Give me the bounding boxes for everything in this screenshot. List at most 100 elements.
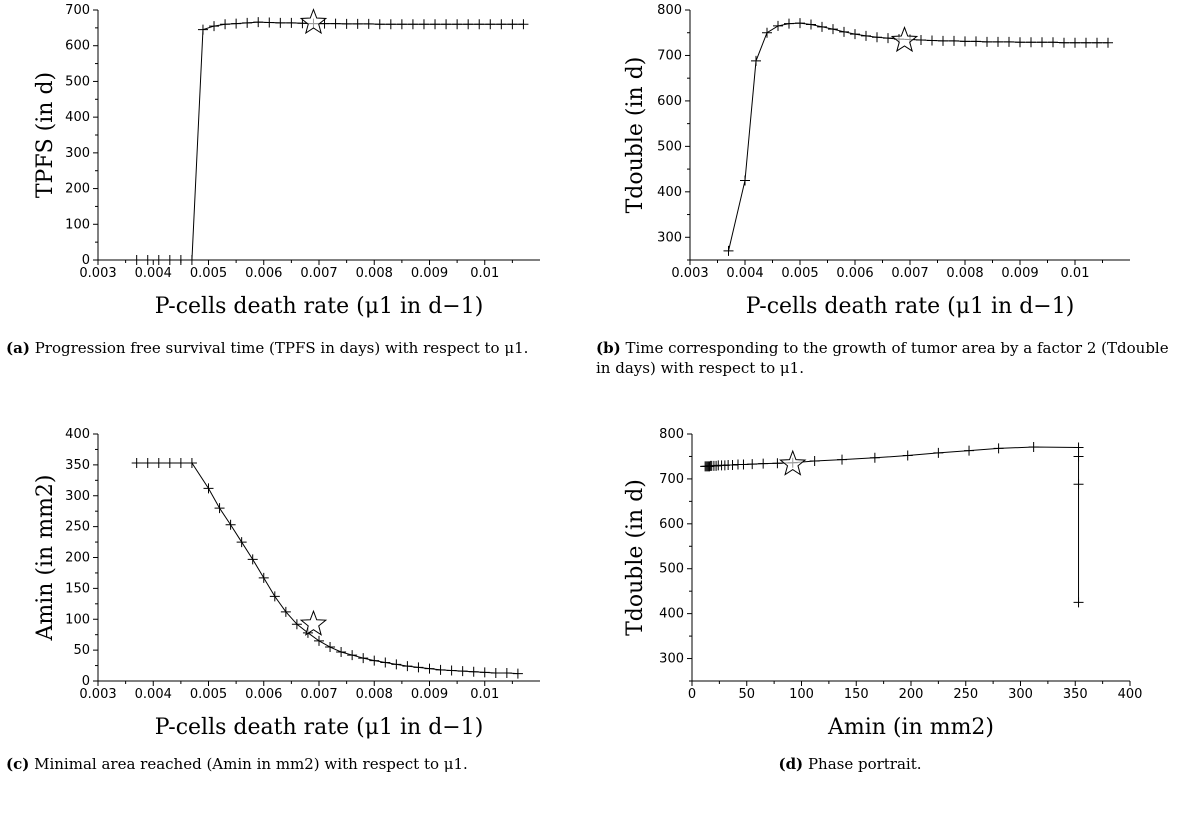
data-point-d <box>747 459 758 470</box>
data-point-a <box>275 17 286 28</box>
data-point-c <box>468 666 479 677</box>
y-tick-label-a: 600 <box>65 39 90 54</box>
data-point-c <box>247 554 258 565</box>
x-tick-label-b: 0.004 <box>726 266 763 281</box>
x-tick-label-c: 0.003 <box>79 687 116 702</box>
caption-c-tag: (c) <box>6 755 30 773</box>
data-point-c <box>380 657 391 668</box>
y-tick-label-a: 400 <box>65 110 90 125</box>
x-tick-label-c: 0.005 <box>190 687 227 702</box>
x-tick-label-d: 250 <box>953 687 978 702</box>
data-point-b <box>1026 37 1036 48</box>
panel-d: 0 50 100 150 200 250 300 350 400 300 400 500 600 700 8… <box>590 404 1179 813</box>
x-tick-label-b: 0.006 <box>836 266 873 281</box>
data-point-a <box>396 19 407 30</box>
x-axis-label-a: P-cells death rate (μ1 in d−1) <box>155 294 484 319</box>
y-tick-label-c: 250 <box>65 520 90 535</box>
data-point-d <box>1073 479 1084 490</box>
data-point-d <box>869 452 880 463</box>
data-point-b <box>806 19 816 30</box>
data-point-c <box>291 619 302 630</box>
chart-c: 0.003 0.004 0.005 0.006 0.007 0.008 0.009 0.01 0… <box>33 427 540 740</box>
data-point-a <box>352 18 363 29</box>
panel-b: 0.003 0.004 0.005 0.006 0.007 0.008 0.009 0.01 3… <box>590 0 1179 404</box>
x-tick-label-d: 350 <box>1063 687 1088 702</box>
data-point-b <box>872 32 882 43</box>
data-point-c <box>186 458 197 469</box>
y-axis-label-c: Amin (in mm2) <box>33 474 58 641</box>
data-point-b <box>850 29 860 40</box>
y-axis-label-a: TPFS (in d) <box>33 72 58 198</box>
series-line-a <box>136 21 524 261</box>
x-axis-label-d: Amin (in mm2) <box>827 715 994 740</box>
data-point-b <box>1103 37 1113 48</box>
data-point-a <box>175 255 186 265</box>
data-point-a <box>164 255 175 265</box>
data-point-b <box>949 35 959 46</box>
caption-c-text: Minimal area reached (Amin in mm2) with … <box>34 755 468 773</box>
data-point-a <box>374 19 385 30</box>
y-axis-label-d: Tdouble (in d) <box>623 479 648 636</box>
y-tick-label-d: 300 <box>659 652 684 667</box>
data-point-a <box>385 19 396 30</box>
y-tick-label-a: 300 <box>65 146 90 161</box>
data-point-d <box>809 455 820 466</box>
data-point-d <box>993 443 1004 454</box>
panel-c: 0.003 0.004 0.005 0.006 0.007 0.008 0.009 0.01 0… <box>0 404 590 813</box>
x-tick-label-a: 0.006 <box>245 266 282 281</box>
data-point-d <box>738 459 749 470</box>
data-point-b <box>861 30 871 41</box>
y-tick-label-c: 350 <box>65 458 90 473</box>
y-tick-label-c: 400 <box>65 427 90 442</box>
x-tick-label-d: 100 <box>789 687 814 702</box>
data-point-c <box>258 572 269 583</box>
data-point-a <box>264 17 275 28</box>
data-point-d <box>1073 451 1084 462</box>
data-point-a <box>242 17 253 28</box>
y-tick-label-b: 300 <box>657 230 682 245</box>
data-point-d <box>1073 442 1084 453</box>
x-tick-label-a: 0.004 <box>135 266 172 281</box>
x-tick-label-a: 0.003 <box>79 266 116 281</box>
data-point-b <box>1070 37 1080 48</box>
x-tick-label-a: 0.005 <box>190 266 227 281</box>
data-point-c <box>336 646 347 657</box>
x-tick-label-b: 0.003 <box>671 266 708 281</box>
data-point-a <box>507 19 518 30</box>
data-point-b <box>773 20 783 31</box>
data-point-a <box>341 18 352 29</box>
x-tick-label-b: 0.01 <box>1061 266 1090 281</box>
data-point-b <box>817 21 827 32</box>
data-point-b <box>1037 37 1047 48</box>
data-point-c <box>501 667 512 678</box>
x-tick-label-d: 200 <box>899 687 924 702</box>
data-point-c <box>153 458 164 469</box>
x-tick-label-b: 0.009 <box>1001 266 1038 281</box>
y-tick-label-c: 0 <box>82 674 90 689</box>
data-point-b <box>839 26 849 37</box>
data-point-d <box>964 445 975 456</box>
data-point-d <box>1073 597 1084 608</box>
chart-b: 0.003 0.004 0.005 0.006 0.007 0.008 0.009 0.01 3… <box>623 3 1130 319</box>
y-tick-label-c: 100 <box>65 612 90 627</box>
data-point-c <box>457 666 468 677</box>
y-tick-label-d: 600 <box>659 517 684 532</box>
data-point-d <box>1028 442 1039 453</box>
x-tick-label-d: 400 <box>1118 687 1143 702</box>
data-point-c <box>424 663 435 674</box>
y-tick-label-b: 800 <box>657 3 682 18</box>
y-tick-label-c: 200 <box>65 551 90 566</box>
y-tick-label-b: 500 <box>657 139 682 154</box>
data-point-a <box>131 255 142 265</box>
panel-a: 0.003 0.004 0.005 0.006 0.007 0.008 0.009 0.01 0… <box>0 0 590 404</box>
data-point-a <box>430 19 441 30</box>
data-point-b <box>1048 37 1058 48</box>
data-point-c <box>214 503 225 514</box>
series-line-d <box>705 446 1080 603</box>
data-point-a <box>209 21 220 32</box>
x-tick-label-c: 0.004 <box>135 687 172 702</box>
data-point-c <box>435 664 446 675</box>
data-point-c <box>236 537 247 548</box>
star-marker-b <box>890 26 919 53</box>
data-point-b <box>1059 37 1069 48</box>
